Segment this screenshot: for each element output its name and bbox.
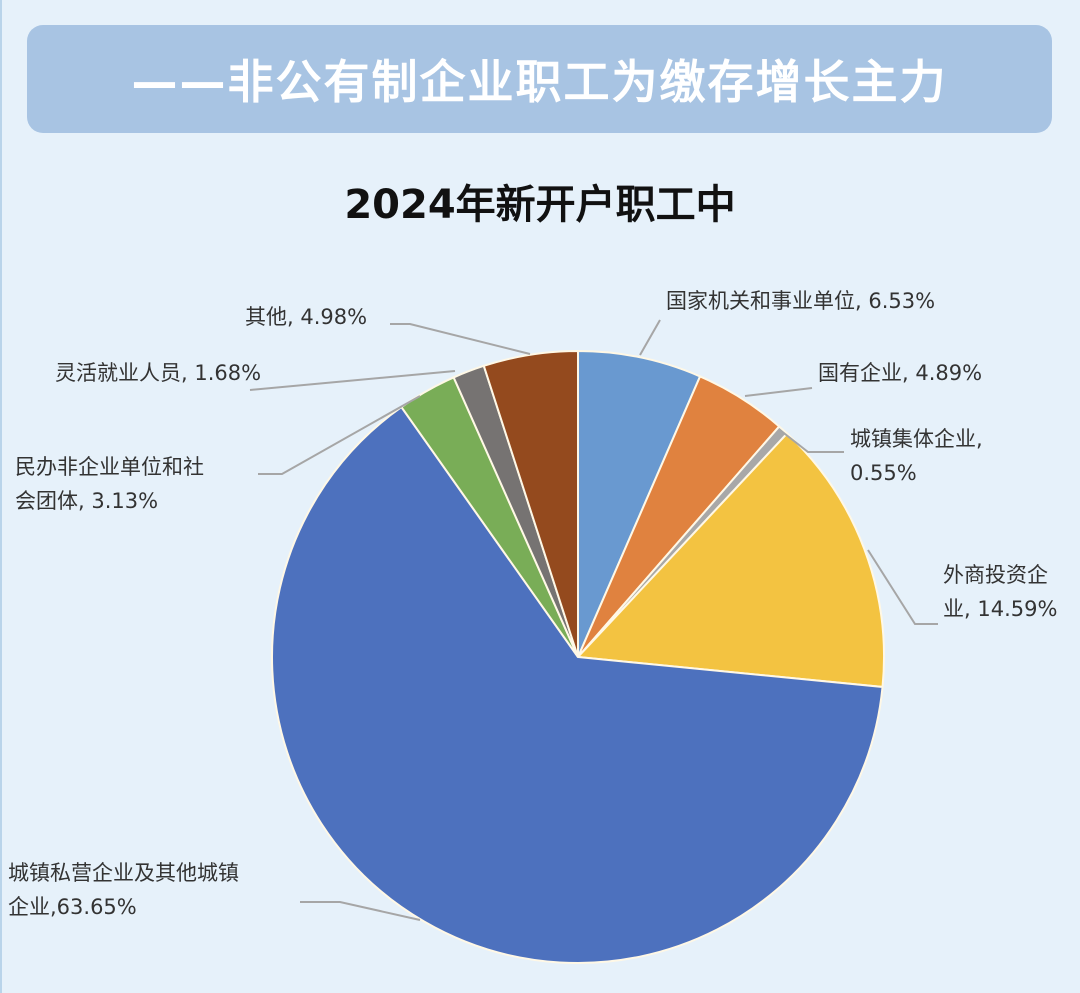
data-label-line: 城镇集体企业, xyxy=(850,427,983,451)
pie-slice xyxy=(577,349,702,658)
data-label-line: 国家机关和事业单位, 6.53% xyxy=(666,289,935,313)
pie-slice xyxy=(271,405,884,964)
header-banner: ——非公有制企业职工为缴存增长主力 xyxy=(27,25,1052,133)
data-label: 其他, 4.98% xyxy=(245,305,367,329)
page-left-edge xyxy=(0,0,2,993)
data-label-line: 0.55% xyxy=(850,461,917,485)
leader-line xyxy=(258,395,421,475)
leader-line xyxy=(249,370,456,391)
leader-line xyxy=(639,319,661,356)
leader-line xyxy=(867,549,938,625)
leader-lines xyxy=(249,319,938,921)
data-label-line: 国有企业, 4.89% xyxy=(818,361,982,385)
data-label: 外商投资企业, 14.59% xyxy=(943,563,1057,621)
data-label-line: 企业,63.65% xyxy=(8,895,137,919)
pie-slice xyxy=(575,432,885,689)
data-label-line: 会团体, 3.13% xyxy=(15,489,158,513)
pie-slices xyxy=(271,349,885,964)
leader-line xyxy=(390,323,531,355)
slice-labels: 国家机关和事业单位, 6.53% 国有企业, 4.89% 城镇集体企业, 0.55% 外… xyxy=(8,289,1057,919)
data-label: 民办非企业单位和社会团体, 3.13% xyxy=(15,455,204,513)
data-label-line: 民办非企业单位和社 xyxy=(15,455,204,479)
data-label-line: 外商投资企 xyxy=(943,563,1048,587)
data-label: 灵活就业人员, 1.68% xyxy=(55,361,261,385)
leader-line xyxy=(779,429,844,453)
data-label: 城镇私营企业及其他城镇企业,63.65% xyxy=(8,861,239,919)
banner-title: ——非公有制企业职工为缴存增长主力 xyxy=(131,55,948,109)
data-label-line: 其他, 4.98% xyxy=(245,305,367,329)
data-label: 城镇集体企业, 0.55% xyxy=(850,427,983,485)
pie-slice xyxy=(482,349,579,658)
data-label-line: 城镇私营企业及其他城镇 xyxy=(8,861,239,885)
data-label: 国家机关和事业单位, 6.53% xyxy=(666,289,935,313)
chart-title: 2024年新开户职工中 xyxy=(344,182,736,228)
data-label-line: 灵活就业人员, 1.68% xyxy=(55,361,261,385)
data-label: 国有企业, 4.89% xyxy=(818,361,982,385)
leader-line xyxy=(744,387,813,397)
leader-line xyxy=(300,901,421,921)
data-label-line: 业, 14.59% xyxy=(943,597,1057,621)
